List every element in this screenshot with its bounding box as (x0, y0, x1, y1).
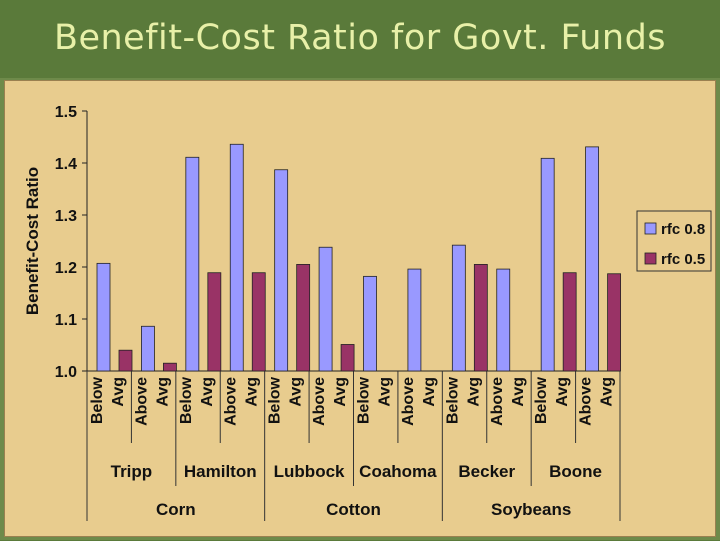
legend-label: rfc 0.8 (661, 221, 705, 238)
category-label: Avg (154, 377, 171, 407)
legend-swatch (644, 222, 657, 235)
category-label: Above (489, 377, 506, 426)
slide-title: Benefit-Cost Ratio for Govt. Funds (53, 18, 667, 58)
category-label: Avg (243, 377, 260, 407)
y-tick-label: 1.0 (55, 364, 77, 381)
crop-label: Corn (156, 500, 196, 519)
bar-rfc08 (96, 262, 111, 372)
bar-rfc08 (407, 268, 422, 372)
bar-rfc08 (585, 146, 599, 372)
bar-rfc08 (540, 157, 555, 372)
site-label: Hamilton (184, 462, 257, 481)
category-label: Avg (510, 377, 527, 407)
category-label: Below (533, 376, 550, 424)
crop-label: Cotton (326, 500, 381, 519)
bar-rfc05 (607, 273, 621, 372)
legend-box (636, 210, 712, 272)
chart-area: 1.0 1.1 1.2 1.3 1.4 1.5 Benefit-Cost Ratio Belo… (4, 80, 716, 537)
site-label: Tripp (111, 462, 153, 481)
bar-rfc05 (473, 263, 488, 372)
y-tick-label: 1.1 (55, 312, 77, 329)
category-label: Above (133, 377, 150, 426)
category-label: Above (400, 377, 417, 426)
y-tick-label: 1.4 (55, 156, 77, 173)
bar-rfc05 (562, 272, 577, 372)
y-tick-label: 1.5 (55, 104, 77, 121)
category-label: Above (578, 377, 595, 426)
bar-rfc05 (251, 272, 266, 372)
bar-rfc08 (496, 268, 511, 372)
bar-rfc08 (185, 156, 200, 372)
site-label: Boone (549, 462, 602, 481)
y-axis-label: Benefit-Cost Ratio (23, 167, 42, 315)
category-label: Above (311, 377, 328, 426)
category-label: Avg (465, 377, 482, 407)
legend-label: rfc 0.5 (661, 251, 705, 268)
category-label: Avg (199, 377, 216, 407)
bar-rfc08 (318, 246, 333, 372)
category-label: Below (444, 376, 461, 424)
category-label: Avg (554, 377, 571, 407)
category-label: Avg (110, 377, 127, 407)
bar-rfc08 (229, 143, 244, 372)
category-label: Below (267, 376, 284, 424)
bar-rfc08 (274, 169, 289, 372)
bar-rfc08 (141, 325, 155, 372)
bar-rfc05 (207, 272, 222, 372)
site-label: Lubbock (274, 462, 345, 481)
category-label: Avg (377, 377, 394, 407)
bar-rfc05 (163, 362, 177, 372)
category-label: Avg (332, 377, 349, 407)
category-label: Avg (599, 377, 616, 407)
bar-rfc05 (296, 263, 311, 372)
y-tick-label: 1.2 (55, 260, 77, 277)
bar-rfc05 (340, 344, 355, 372)
site-label: Coahoma (359, 462, 437, 481)
legend-swatch (644, 252, 657, 265)
title-bar (0, 0, 720, 78)
category-label: Below (89, 376, 106, 424)
bar-rfc05 (118, 349, 133, 372)
category-label: Below (178, 376, 195, 424)
category-label: Avg (421, 377, 438, 407)
site-label: Becker (458, 462, 515, 481)
y-tick-label: 1.3 (55, 208, 77, 225)
category-label: Avg (288, 377, 305, 407)
category-label: Below (356, 376, 373, 424)
bar-chart: 1.0 1.1 1.2 1.3 1.4 1.5 Benefit-Cost Ratio Belo… (23, 104, 712, 521)
bar-rfc08 (451, 244, 466, 372)
category-label: Above (222, 377, 239, 426)
bar-rfc08 (363, 275, 377, 372)
crop-label: Soybeans (491, 500, 571, 519)
